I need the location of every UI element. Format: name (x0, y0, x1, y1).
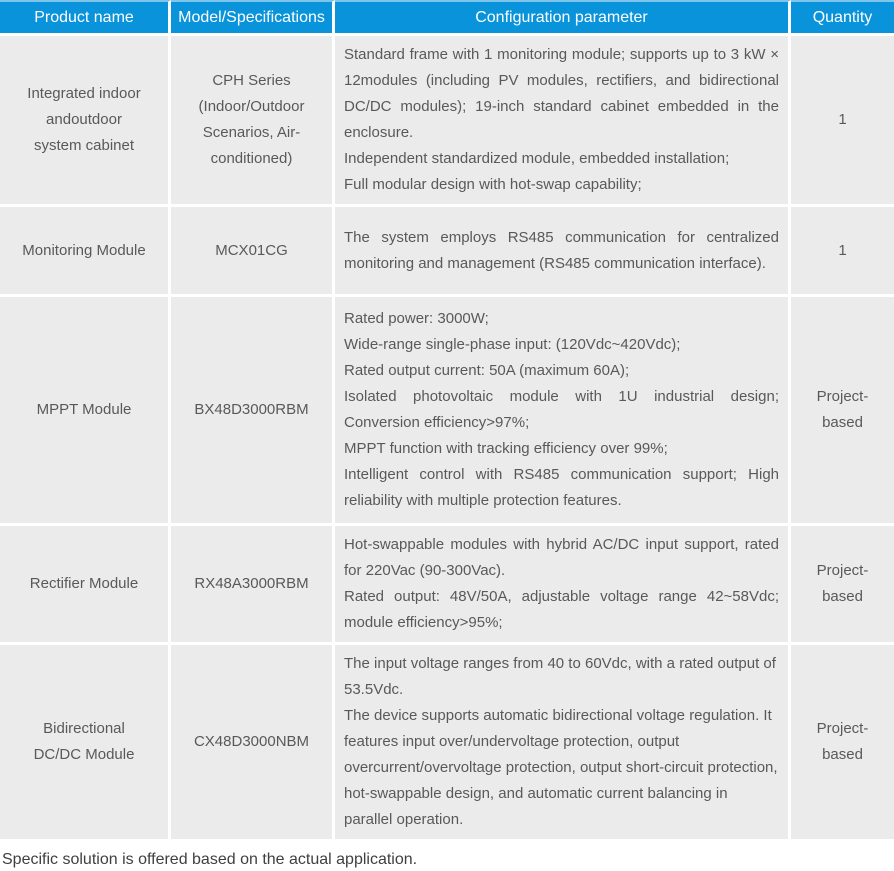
config-paragraph: Wide-range single-phase input: (120Vdc~4… (344, 336, 681, 353)
model-cell: MCX01CG (171, 207, 335, 297)
config-cell: Hot-swappable modules with hybrid AC/DC … (335, 526, 791, 645)
config-paragraph: The input voltage ranges from 40 to 60Vd… (344, 655, 776, 698)
model-cell: BX48D3000RBM (171, 297, 335, 526)
col-header-configuration-parameter: Configuration parameter (335, 0, 791, 36)
product-spec-table: Product name Model/Specifications Config… (0, 0, 894, 842)
quantity-cell: Project-based (791, 526, 894, 645)
model-cell: CX48D3000NBM (171, 645, 335, 842)
config-paragraph: Rated power: 3000W; (344, 310, 489, 327)
table-row: Monitoring Module MCX01CG The system emp… (0, 207, 894, 297)
product-name-cell: Monitoring Module (0, 207, 171, 297)
table-row: Integrated indoor andoutdoor system cabi… (0, 36, 894, 207)
product-name-cell: Integrated indoor andoutdoor system cabi… (0, 36, 171, 207)
config-cell: Rated power: 3000W; Wide-range single-ph… (335, 297, 791, 526)
product-name-cell: MPPT Module (0, 297, 171, 526)
config-paragraph: Standard frame with 1 monitoring module;… (344, 46, 779, 141)
quantity-cell: Project-based (791, 645, 894, 842)
config-paragraph: Isolated photovoltaic module with 1U ind… (344, 388, 779, 431)
quantity-cell: Project-based (791, 297, 894, 526)
footer-note: Specific solution is offered based on th… (2, 851, 418, 868)
col-header-quantity: Quantity (791, 0, 894, 36)
config-paragraph: Full modular design with hot-swap capabi… (344, 176, 642, 193)
config-cell: The system employs RS485 communication f… (335, 207, 791, 297)
col-header-model-specifications: Model/Specifications (171, 0, 335, 36)
config-paragraph: Hot-swappable modules with hybrid AC/DC … (344, 536, 779, 579)
table-header-row: Product name Model/Specifications Config… (0, 0, 894, 36)
model-cell: RX48A3000RBM (171, 526, 335, 645)
config-paragraph: Rated output current: 50A (maximum 60A); (344, 362, 630, 379)
config-paragraph: Rated output: 48V/50A, adjustable voltag… (344, 588, 779, 631)
col-header-product-name: Product name (0, 0, 171, 36)
product-name-cell: Rectifier Module (0, 526, 171, 645)
table-row: Bidirectional DC/DC Module CX48D3000NBM … (0, 645, 894, 842)
table-row: Rectifier Module RX48A3000RBM Hot-swappa… (0, 526, 894, 645)
config-paragraph: Independent standardized module, embedde… (344, 150, 730, 167)
table-row: MPPT Module BX48D3000RBM Rated power: 30… (0, 297, 894, 526)
config-paragraph: MPPT function with tracking efficiency o… (344, 440, 668, 457)
quantity-cell: 1 (791, 36, 894, 207)
model-cell: CPH Series (Indoor/Outdoor Scenarios, Ai… (171, 36, 335, 207)
quantity-cell: 1 (791, 207, 894, 297)
config-paragraph: The system employs RS485 communication f… (344, 228, 779, 272)
config-cell: The input voltage ranges from 40 to 60Vd… (335, 645, 791, 842)
config-cell: Standard frame with 1 monitoring module;… (335, 36, 791, 207)
product-name-cell: Bidirectional DC/DC Module (0, 645, 171, 842)
config-paragraph: The device supports automatic bidirectio… (344, 707, 778, 828)
config-paragraph: Intelligent control with RS485 communica… (344, 466, 779, 509)
